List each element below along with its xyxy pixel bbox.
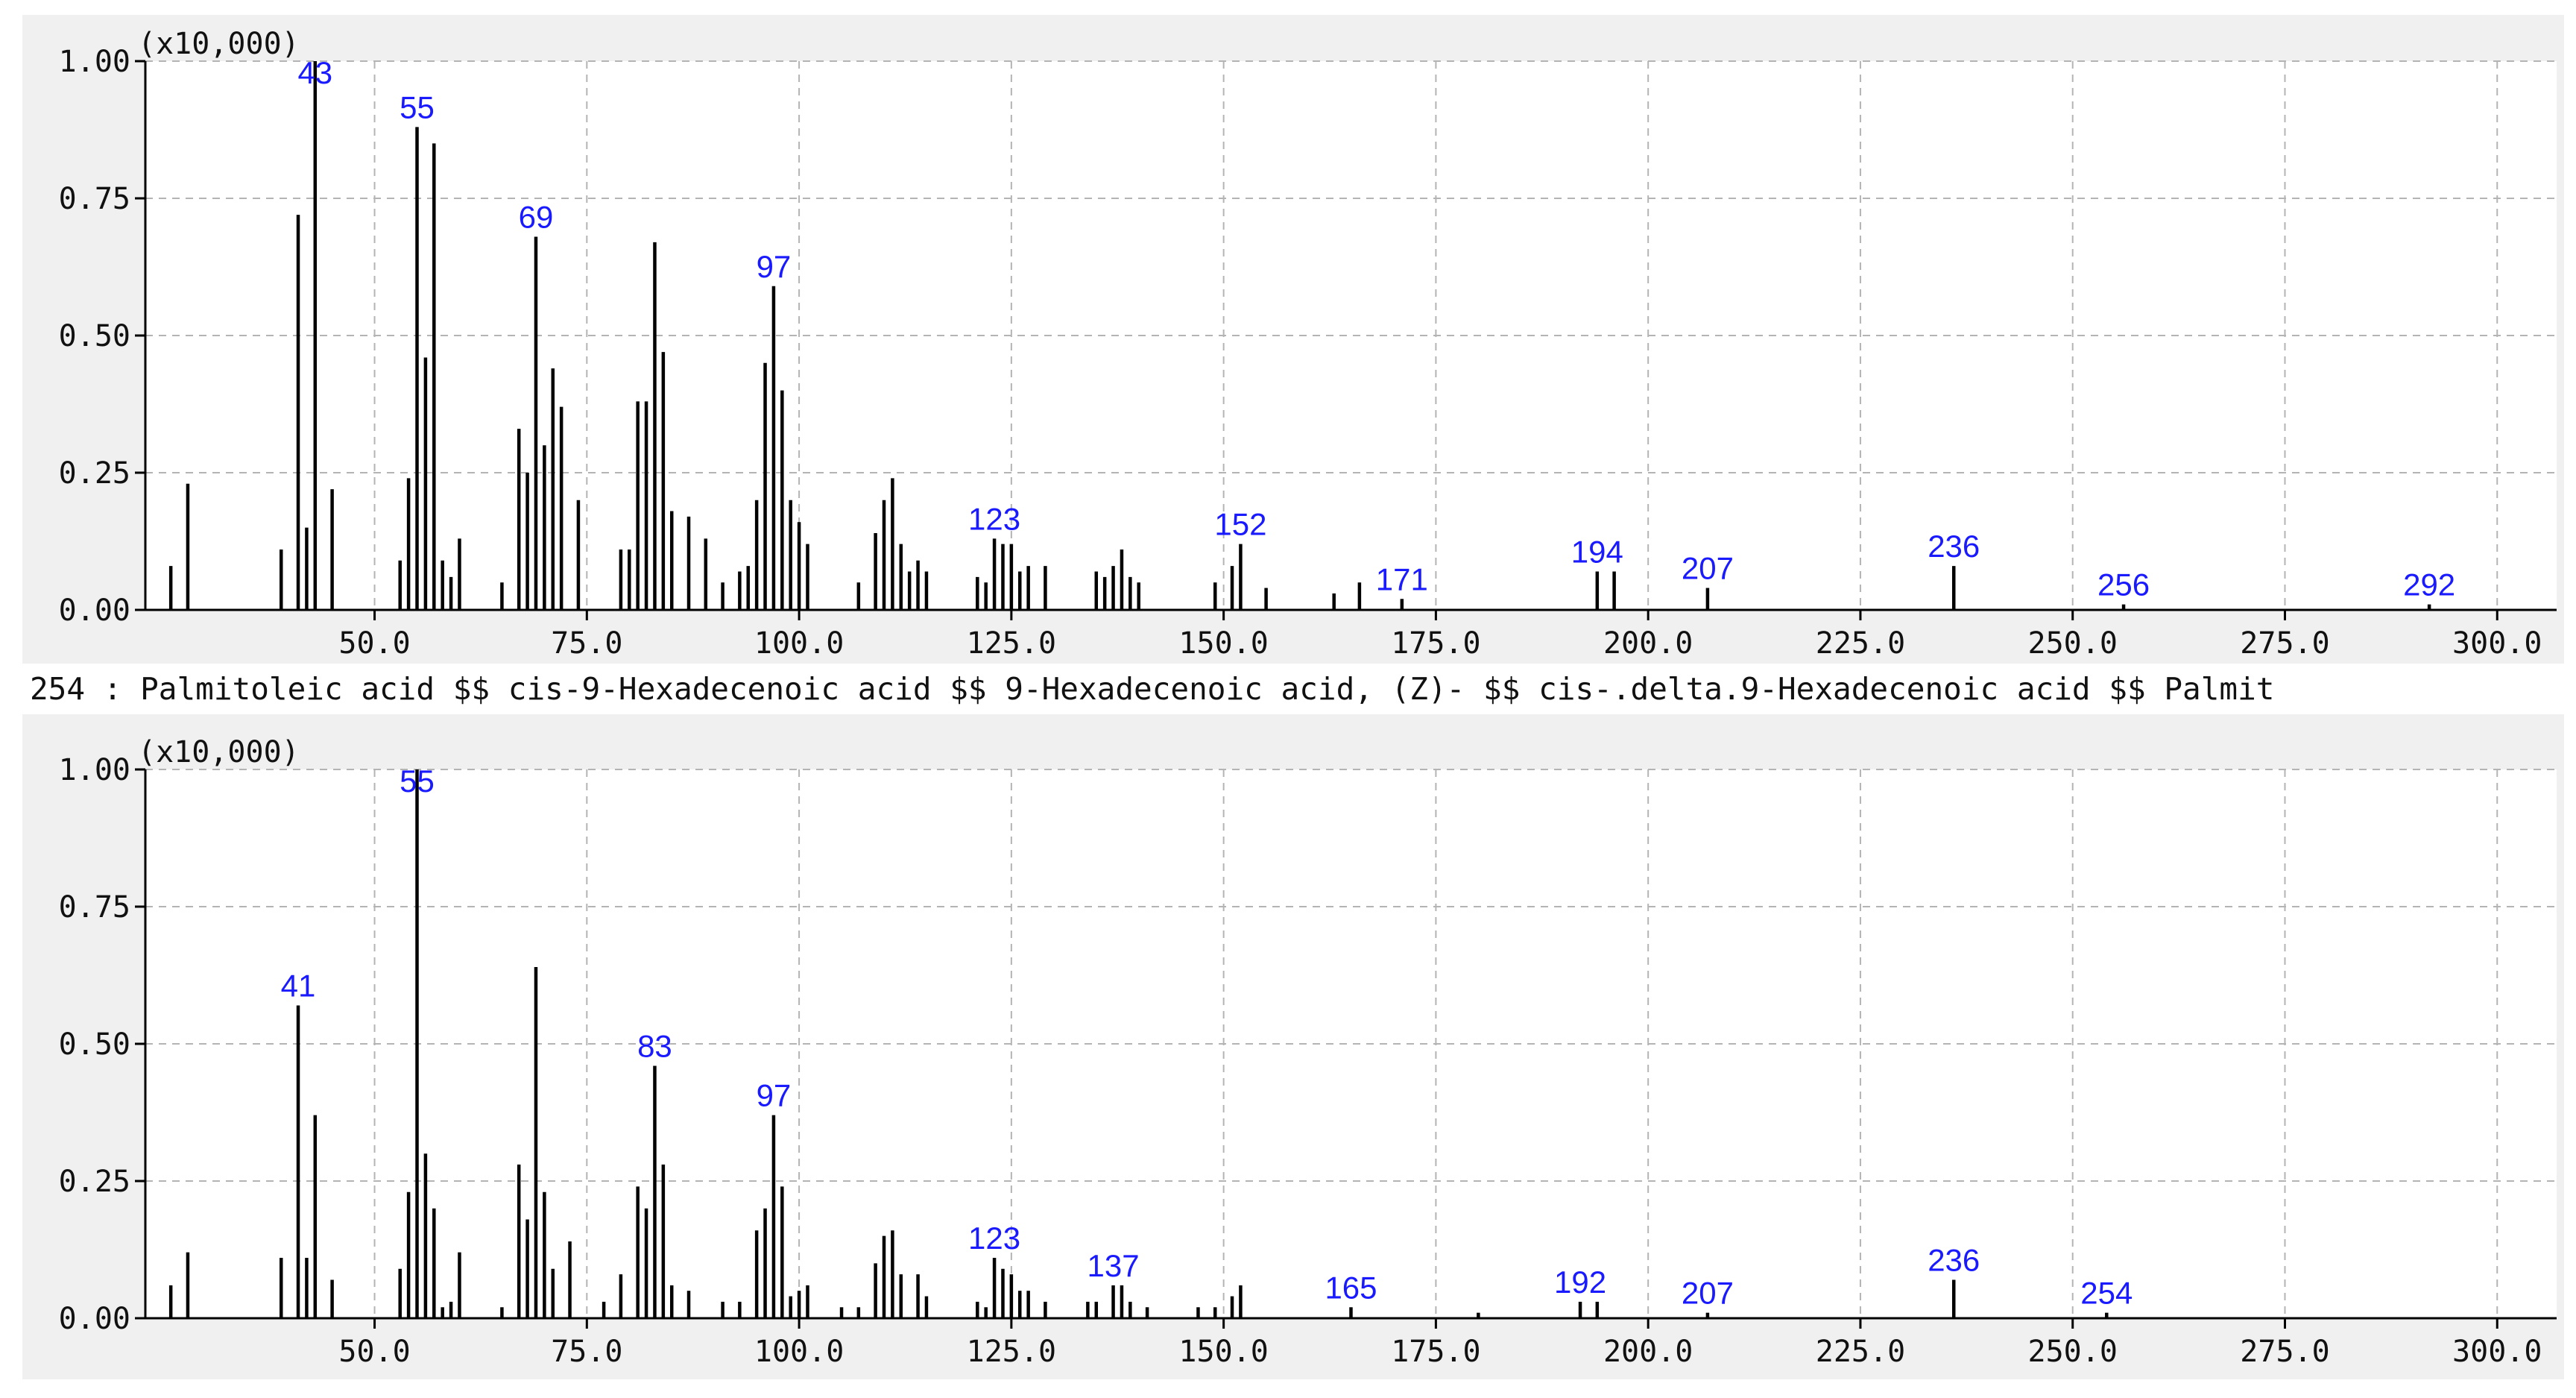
x-tick-label: 275.0 xyxy=(2240,1335,2329,1369)
peak-label: 236 xyxy=(1928,1242,1980,1277)
x-tick-label: 175.0 xyxy=(1391,1335,1480,1369)
x-tick-label: 150.0 xyxy=(1178,626,1268,661)
peak-label: 236 xyxy=(1928,529,1980,564)
peak-label: 97 xyxy=(757,1078,792,1113)
peak-label: 123 xyxy=(968,1221,1020,1256)
y-tick-label: 1.00 xyxy=(59,753,130,787)
x-tick-label: 250.0 xyxy=(2028,626,2118,661)
x-tick-label: 125.0 xyxy=(967,1335,1056,1369)
peak-label: 256 xyxy=(2097,567,2150,602)
y-tick-label: 0.00 xyxy=(59,1302,130,1336)
peak-label: 194 xyxy=(1571,534,1623,569)
peak-label: 254 xyxy=(2080,1276,2133,1311)
x-tick-label: 300.0 xyxy=(2452,626,2542,661)
peak-label: 152 xyxy=(1214,507,1266,542)
peak-label: 137 xyxy=(1087,1248,1140,1283)
x-tick-label: 200.0 xyxy=(1603,626,1693,661)
x-tick-label: 250.0 xyxy=(2028,1335,2118,1369)
x-tick-label: 225.0 xyxy=(1816,626,1905,661)
x-tick-label: 300.0 xyxy=(2452,1335,2542,1369)
x-tick-label: 225.0 xyxy=(1816,1335,1905,1369)
intensity-scale-label: (x10,000) xyxy=(138,735,300,769)
peak-label: 43 xyxy=(297,55,332,90)
sample-spectrum-panel: 0.00 0.25 0.50 0.75 1.00 50.0 75.0 100.0 125.0 15… xyxy=(22,15,2564,664)
x-tick-label: 100.0 xyxy=(754,626,844,661)
peak-label: 41 xyxy=(281,968,316,1003)
y-tick-label: 0.00 xyxy=(59,593,130,628)
y-tick-label: 0.25 xyxy=(59,1165,130,1199)
x-tick-label: 50.0 xyxy=(338,1335,410,1369)
y-tick-label: 0.75 xyxy=(59,182,130,216)
x-tick-label: 275.0 xyxy=(2240,626,2329,661)
intensity-scale-label: (x10,000) xyxy=(138,27,300,61)
plot-area xyxy=(145,769,2557,1318)
y-tick-label: 0.25 xyxy=(59,456,130,491)
x-tick-label: 125.0 xyxy=(967,626,1056,661)
peak-label: 207 xyxy=(1682,551,1734,586)
x-tick-label: 175.0 xyxy=(1391,626,1480,661)
peak-label: 69 xyxy=(519,200,554,235)
peak-label: 55 xyxy=(400,89,435,125)
y-tick-label: 0.50 xyxy=(59,319,130,353)
x-tick-label: 100.0 xyxy=(754,1335,844,1369)
y-tick-label: 0.75 xyxy=(59,890,130,925)
peak-label: 171 xyxy=(1376,561,1428,596)
peak-label: 192 xyxy=(1554,1265,1606,1300)
x-tick-label: 75.0 xyxy=(551,1335,622,1369)
peak-label: 83 xyxy=(637,1028,672,1063)
x-tick-label: 150.0 xyxy=(1178,1335,1268,1369)
x-tick-label: 75.0 xyxy=(551,626,622,661)
plot-area xyxy=(145,61,2557,610)
peak-label: 207 xyxy=(1682,1276,1734,1311)
peak-label: 97 xyxy=(757,249,792,284)
peak-label: 123 xyxy=(968,501,1020,536)
compound-identification-caption: 254 : Palmitoleic acid $$ cis-9-Hexadece… xyxy=(30,671,2275,707)
y-tick-label: 1.00 xyxy=(59,45,130,79)
x-tick-label: 200.0 xyxy=(1603,1335,1693,1369)
peak-label: 55 xyxy=(400,763,435,799)
peak-label: 292 xyxy=(2403,567,2455,602)
y-tick-label: 0.50 xyxy=(59,1027,130,1062)
library-spectrum-panel: 0.00 0.25 0.50 0.75 1.00 50.0 75.0 100.0 125.0 15… xyxy=(22,714,2564,1379)
x-tick-label: 50.0 xyxy=(338,626,410,661)
peak-label: 165 xyxy=(1325,1270,1377,1305)
